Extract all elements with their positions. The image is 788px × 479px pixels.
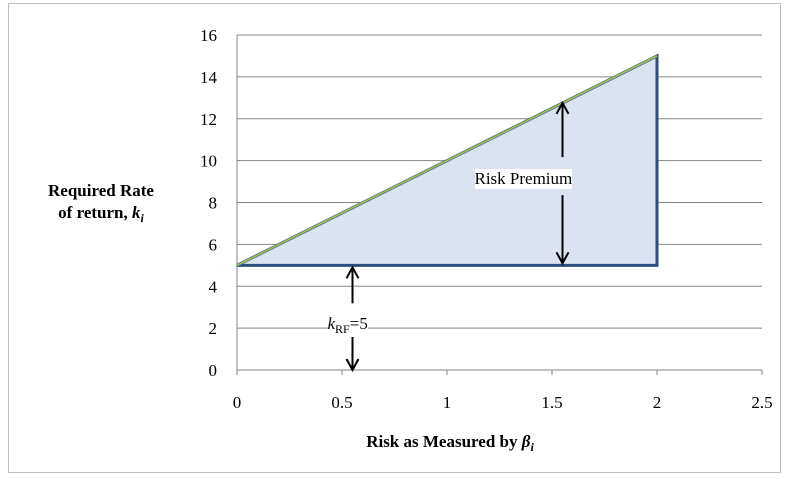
gridlines (236, 34, 763, 375)
y-axis-label: Required Rate of return, ki (48, 181, 154, 225)
x-tick-2.5: 2.5 (751, 393, 772, 412)
risk-premium-arrow-up-head (555, 100, 570, 115)
x-axis-label: Risk as Measured by βi (366, 432, 534, 454)
x-tick-0: 0 (233, 393, 242, 412)
y-tick-16: 16 (200, 26, 217, 45)
sml-line (236, 55, 658, 267)
risk-premium-label: Risk Premium (474, 169, 573, 190)
y-tick-10: 10 (200, 152, 217, 171)
y-tick-14: 14 (200, 68, 218, 87)
x-tick-0.5: 0.5 (331, 393, 352, 412)
x-tick-1.5: 1.5 (541, 393, 562, 412)
krf-arrow-up-head (345, 265, 360, 279)
y-tick-4: 4 (209, 277, 218, 296)
krf-label: kRF=5 (327, 314, 368, 338)
y-tick-2: 2 (209, 319, 218, 338)
x-tick-labels: 0 0.5 1 1.5 2 2.5 (233, 393, 773, 412)
annotation-arrows (345, 100, 570, 373)
y-tick-0: 0 (209, 361, 218, 380)
x-tick-1: 1 (443, 393, 452, 412)
x-tick-2: 2 (653, 393, 662, 412)
sml-series-line (236, 55, 658, 267)
y-tick-8: 8 (209, 194, 218, 213)
y-tick-labels: 0 2 4 6 8 10 12 14 16 (200, 26, 218, 380)
krf-arrow-down-head (345, 358, 360, 373)
risk-premium-arrow-down-head (555, 251, 570, 266)
y-tick-6: 6 (209, 235, 218, 254)
y-tick-12: 12 (200, 110, 217, 129)
